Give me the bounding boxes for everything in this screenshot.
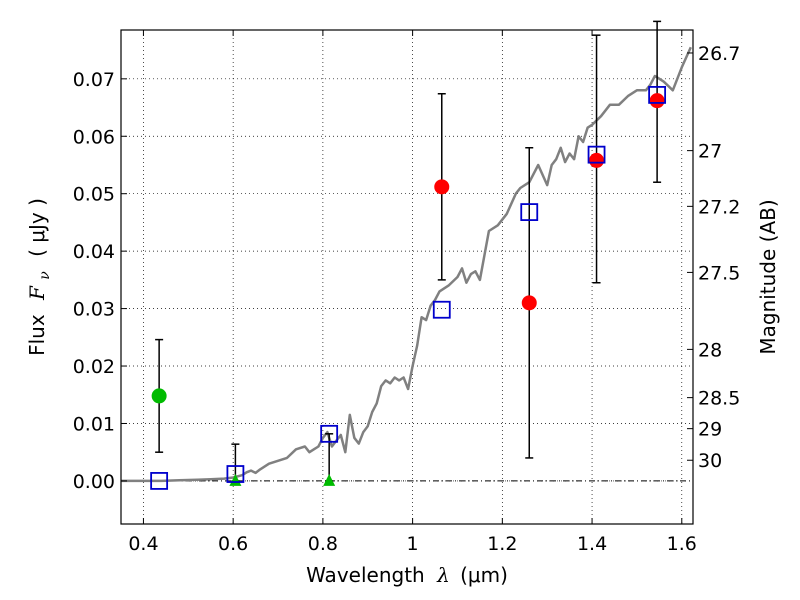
- y-tick-label: 0.02: [73, 356, 115, 378]
- y-tick-label: 0.07: [73, 69, 115, 91]
- right-tick-label: 28.5: [698, 388, 740, 410]
- x-ticks: 0.4 0.6 0.8 1 1.2 1.4 1.6: [128, 30, 697, 555]
- right-tick-label: 27.5: [698, 262, 740, 284]
- right-tick-label: 30: [698, 450, 722, 472]
- model-band-square: [150, 472, 169, 490]
- x-axis-label: Wavelength λ (μm): [306, 563, 508, 587]
- right-tick-label: 28: [698, 339, 722, 361]
- x-tick-label: 1.2: [487, 533, 517, 555]
- x-tick-label: 1: [407, 533, 419, 555]
- right-tick-label: 29: [698, 419, 722, 441]
- model-band-square: [320, 424, 339, 443]
- data-point-circle: [521, 295, 537, 311]
- right-tick-label: 27.2: [698, 196, 740, 218]
- right-tick-label: 26.7: [698, 43, 740, 65]
- data-point-circle: [434, 179, 450, 195]
- data-point-circle: [151, 388, 167, 404]
- y-axis-label: Flux F ν ( μJy ): [25, 198, 54, 356]
- y-tick-label: 0.05: [73, 184, 115, 206]
- y-tick-label: 0.03: [73, 299, 115, 321]
- y-ticks: 0.00 0.01 0.02 0.03 0.04 0.05 0.06 0.07: [73, 69, 127, 493]
- upper-limit-triangle: [323, 473, 336, 486]
- right-axis-label: Magnitude (AB): [756, 199, 780, 354]
- grid: [121, 30, 693, 524]
- x-tick-label: 0.8: [308, 533, 338, 555]
- x-tick-label: 0.4: [128, 533, 158, 555]
- x-tick-label: 0.6: [218, 533, 248, 555]
- model-band-square: [432, 300, 451, 319]
- right-tick-label: 27: [698, 141, 722, 163]
- y-tick-label: 0.00: [73, 471, 115, 493]
- model-band-square: [520, 203, 539, 221]
- x-tick-label: 1.6: [667, 533, 697, 555]
- data-point-circle: [589, 152, 605, 168]
- model-band-square: [226, 465, 245, 483]
- model-band-square: [587, 145, 606, 164]
- model-band-square: [648, 86, 667, 104]
- plot-content: [121, 20, 692, 490]
- y-tick-label: 0.04: [73, 241, 115, 263]
- sed-model-line: [121, 46, 692, 483]
- x-tick-label: 1.4: [577, 533, 607, 555]
- right-ticks: 26.7 27 27.2 27.5 28 28.5 29 30: [687, 43, 740, 472]
- plot-frame: [120, 29, 694, 525]
- y-tick-label: 0.06: [73, 126, 115, 148]
- y-tick-label: 0.01: [73, 413, 115, 435]
- data-point-circle: [649, 93, 665, 109]
